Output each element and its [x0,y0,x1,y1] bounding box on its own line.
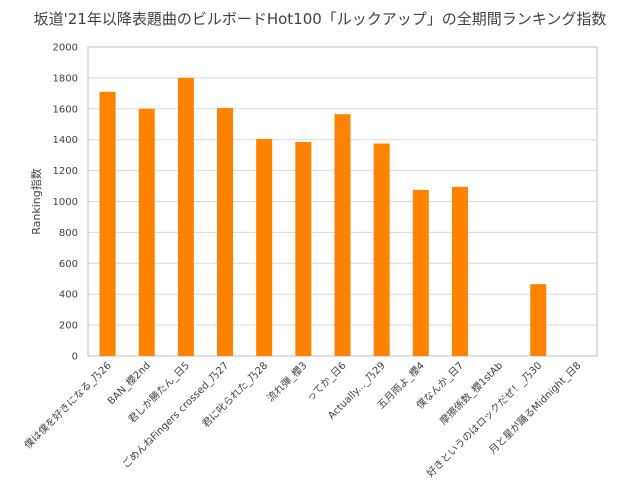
y-axis-title: Ranking指数 [29,168,43,235]
bar [334,114,351,357]
bar [412,189,429,356]
y-tick-label: 1600 [53,104,78,115]
y-tick-label: 1400 [53,135,78,146]
y-tick-label: 400 [59,290,78,301]
bar [530,284,547,356]
y-tick-label: 800 [59,228,78,239]
y-tick-label: 0 [72,352,78,363]
bar [256,138,273,356]
y-tick-label: 600 [59,259,78,270]
y-tick-label: 1000 [53,197,78,208]
y-tick-label: 2000 [53,43,78,54]
bar [217,108,234,356]
y-tick-label: 1200 [53,166,78,177]
bar [451,186,468,356]
bar [295,142,312,356]
x-category-label: 僕は僕を好きになる_乃26 [21,359,113,451]
y-tick-label: 200 [59,321,78,332]
chart-title: 坂道'21年以降表題曲のビルボードHot100「ルックアップ」の全期間ランキング… [33,10,607,28]
bar [177,77,194,357]
bar [99,91,116,357]
x-category-label: 流れ弾_櫻3 [264,359,310,405]
bar [373,143,390,356]
y-tick-label: 1800 [53,73,78,84]
x-category-label: 君に叱られた_乃28 [200,360,271,431]
bar [138,108,155,356]
